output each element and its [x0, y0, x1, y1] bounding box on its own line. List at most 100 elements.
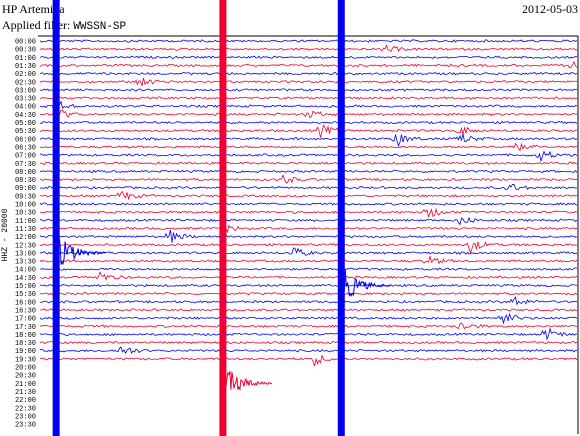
trace-row [39, 161, 578, 165]
trace-row [39, 169, 578, 174]
trace-row [39, 346, 578, 354]
trace-row [39, 291, 578, 296]
trace-row [39, 354, 578, 367]
spike-coda [340, 269, 391, 298]
trace-row [39, 88, 578, 92]
time-tick-label: 06:00 [15, 136, 36, 144]
time-tick-label: 12:00 [15, 234, 36, 242]
time-tick-label: 22:00 [15, 397, 36, 405]
time-tick-label: 03:00 [15, 87, 36, 95]
time-tick-label: 03:30 [15, 96, 36, 104]
time-tick-label: 08:30 [15, 177, 36, 185]
station-name: HP Artemida [2, 2, 65, 16]
time-tick-label: 09:00 [15, 185, 36, 193]
time-tick-label: 04:00 [15, 104, 36, 112]
trace-row [39, 71, 578, 76]
time-tick-label: 00:00 [15, 39, 36, 47]
trace-row [39, 183, 578, 191]
filter-value: WWSSN-SP [73, 21, 127, 33]
trace-row [39, 39, 578, 43]
trace-row [39, 322, 578, 330]
seismic-event-spike [52, 0, 106, 436]
spike-band [52, 0, 60, 436]
time-tick-label: 01:30 [15, 63, 36, 71]
trace-row [39, 340, 578, 345]
trace-row [39, 221, 578, 234]
time-tick-label: 12:30 [15, 242, 36, 250]
time-tick-label: 17:30 [15, 324, 36, 332]
time-tick-label: 07:00 [15, 153, 36, 161]
time-tick-label: 15:00 [15, 283, 36, 291]
time-tick-label: 13:30 [15, 259, 36, 267]
spike-coda [55, 237, 106, 272]
time-tick-label: 17:00 [15, 316, 36, 324]
trace-row [39, 100, 578, 110]
time-tick-label: 19:30 [15, 356, 36, 364]
time-tick-label: 16:00 [15, 299, 36, 307]
channel-label: HHZ - 20000 [1, 208, 10, 261]
trace-row [39, 124, 578, 138]
trace-row [39, 174, 578, 184]
time-tick-label: 04:30 [15, 112, 36, 120]
time-tick-label: 08:00 [15, 169, 36, 177]
trace-row [39, 44, 578, 53]
time-tick-label: 06:30 [15, 144, 36, 152]
seismic-event-spike [337, 0, 391, 436]
time-tick-label: 15:30 [15, 291, 36, 299]
trace-row [39, 133, 578, 147]
trace-row [39, 120, 578, 125]
trace-row [39, 142, 578, 152]
trace-row [39, 96, 578, 100]
time-tick-label: 11:30 [15, 226, 36, 234]
time-tick-label: 14:00 [15, 267, 36, 275]
trace-row [39, 283, 578, 288]
trace-row [39, 229, 578, 243]
spike-band [337, 0, 345, 436]
trace-row [39, 202, 578, 206]
spike-coda [222, 364, 273, 395]
time-tick-label: 00:30 [15, 47, 36, 55]
time-tick-label: 02:00 [15, 71, 36, 79]
time-tick-label: 18:00 [15, 332, 36, 340]
time-tick-label: 22:30 [15, 405, 36, 413]
time-tick-label: 05:00 [15, 120, 36, 128]
trace-row [39, 77, 578, 87]
trace-group [39, 0, 578, 436]
trace-row [39, 109, 578, 123]
time-tick-label: 23:00 [15, 413, 36, 421]
trace-row [39, 267, 578, 271]
trace-row [39, 241, 578, 255]
time-tick-label: 05:30 [15, 128, 36, 136]
time-tick-label: 19:00 [15, 348, 36, 356]
trace-row [39, 207, 578, 218]
trace-row [39, 60, 578, 69]
time-tick-label: 18:30 [15, 340, 36, 348]
record-date: 2012-05-03 [522, 2, 578, 16]
time-tick-label: 16:30 [15, 307, 36, 315]
time-tick-label: 20:30 [15, 373, 36, 381]
time-tick-label: 20:00 [15, 365, 36, 373]
time-tick-label: 10:30 [15, 210, 36, 218]
seismic-event-spike [219, 0, 273, 436]
trace-row [39, 308, 578, 312]
trace-row [39, 150, 578, 163]
spike-band [219, 0, 227, 436]
trace-row [39, 247, 578, 256]
trace-row [39, 312, 578, 325]
time-tick-label: 13:00 [15, 250, 36, 258]
time-tick-label: 11:00 [15, 218, 36, 226]
time-tick-label: 23:30 [15, 422, 36, 430]
trace-row [39, 190, 578, 201]
time-tick-label: 21:00 [15, 381, 36, 389]
time-tick-label: 02:30 [15, 79, 36, 87]
time-tick-label: 09:30 [15, 193, 36, 201]
time-tick-label: 21:30 [15, 389, 36, 397]
trace-row [39, 256, 578, 265]
trace-row [39, 216, 578, 226]
trace-row [39, 271, 578, 281]
time-tick-label: 14:30 [15, 275, 36, 283]
trace-row [39, 55, 578, 60]
time-tick-label: 10:00 [15, 202, 36, 210]
time-tick-label: 01:00 [15, 55, 36, 63]
